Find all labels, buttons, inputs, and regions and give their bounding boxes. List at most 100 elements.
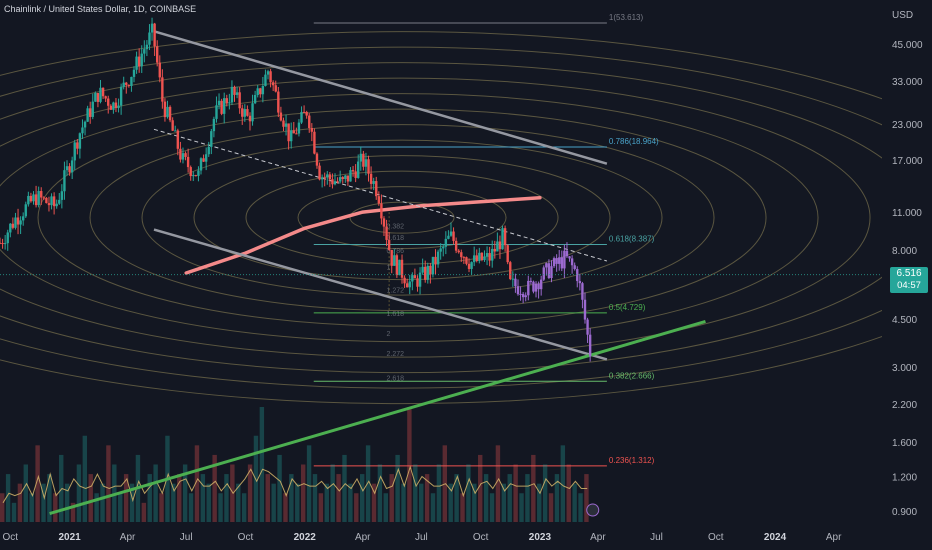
candle-body — [485, 253, 489, 257]
volume-bar — [519, 493, 524, 522]
candle-body — [34, 194, 38, 206]
candle-body — [197, 170, 200, 176]
candle-body — [21, 216, 25, 221]
candle-body — [385, 226, 388, 240]
volume-bar — [141, 502, 147, 522]
fib-circle — [0, 31, 882, 405]
candle-body — [230, 86, 234, 103]
candle-body — [478, 252, 481, 262]
y-tick-label: 45.000 — [892, 40, 923, 51]
volume-bar — [23, 464, 29, 522]
volume-bar — [17, 483, 23, 522]
volume-bar — [153, 464, 158, 522]
candle-body — [99, 87, 102, 102]
volume-bar — [501, 483, 507, 522]
fib-circle — [349, 201, 455, 234]
channel-mid — [153, 128, 608, 262]
candle-body — [158, 62, 161, 78]
candle-body — [9, 223, 12, 233]
candle-body — [552, 258, 556, 267]
volume-bar — [383, 493, 388, 522]
candle-body — [558, 257, 561, 264]
y-tick-label: 2.200 — [892, 400, 917, 411]
candle-body — [32, 194, 35, 202]
volume-bar — [354, 493, 359, 522]
candle-body — [297, 122, 301, 134]
candle-body — [117, 105, 120, 109]
candle-body — [519, 293, 522, 295]
candle-body — [76, 142, 79, 149]
candle-body — [354, 171, 357, 178]
candle-body — [534, 283, 538, 292]
candle-body — [462, 257, 466, 259]
channel-lower — [153, 228, 608, 361]
candle-body — [521, 293, 525, 298]
volume-bar — [566, 464, 571, 522]
candle-body — [24, 204, 27, 217]
candle-body — [527, 280, 530, 296]
x-tick-label: Apr — [355, 532, 371, 543]
candle-body — [137, 56, 141, 67]
candle-body — [506, 245, 509, 263]
y-tick-label: 3.000 — [892, 363, 917, 374]
candle-body — [101, 87, 105, 97]
candle-body — [233, 86, 236, 95]
candle-body — [310, 128, 314, 132]
candle-body — [199, 158, 203, 171]
fib-level-label: 0.5(4.729) — [609, 303, 646, 312]
volume-bar — [200, 474, 206, 522]
y-tick-label: 1.200 — [892, 473, 917, 484]
fib-extension-label: 2.618 — [387, 376, 405, 383]
candle-body — [305, 111, 308, 116]
volume-bar — [182, 464, 188, 522]
candle-body — [542, 267, 545, 280]
fib-circle — [0, 46, 882, 389]
candle-body — [161, 77, 164, 102]
candle-body — [91, 101, 94, 117]
candle-body — [398, 259, 401, 276]
candle-body — [367, 159, 370, 174]
candle-body — [467, 263, 471, 269]
candle-body — [29, 195, 33, 202]
candle-body — [42, 197, 46, 199]
volume-bar — [395, 454, 400, 522]
volume-bar — [283, 493, 288, 522]
candle-body — [282, 120, 285, 127]
volume-bar — [531, 454, 536, 522]
volume-bar — [424, 474, 430, 522]
volume-bar — [70, 502, 76, 522]
candle-body — [514, 278, 517, 287]
candle-body — [351, 170, 355, 172]
volume-bar — [377, 464, 383, 522]
candle-body — [181, 153, 185, 160]
fib-circle — [89, 124, 715, 312]
y-tick-label: 33.000 — [892, 77, 923, 88]
candle-body — [3, 243, 7, 245]
volume-bar — [436, 464, 442, 522]
candle-body — [300, 111, 303, 123]
volume-bar — [460, 493, 465, 522]
y-axis-unit: USD — [892, 10, 913, 21]
candle-body — [586, 319, 589, 335]
x-tick-label: Jul — [650, 532, 663, 543]
candle-body — [140, 53, 143, 67]
candle-body — [509, 262, 512, 279]
volume-ma-line — [2, 465, 588, 504]
candle-body — [568, 256, 571, 259]
volume-bar — [53, 493, 58, 522]
candle-body — [331, 179, 334, 185]
fib-extension-label: 0.382 — [387, 223, 405, 230]
x-tick-label: Oct — [708, 532, 724, 543]
volume-bar — [554, 474, 560, 522]
candle-body — [395, 255, 399, 276]
fib-circle — [37, 108, 767, 327]
candle-body — [377, 196, 381, 204]
candle-body — [529, 280, 533, 282]
candle-body — [421, 266, 424, 273]
candle-body — [336, 181, 339, 183]
candle-body — [63, 170, 66, 192]
volume-bar — [513, 464, 518, 522]
volume-bar — [318, 493, 324, 522]
